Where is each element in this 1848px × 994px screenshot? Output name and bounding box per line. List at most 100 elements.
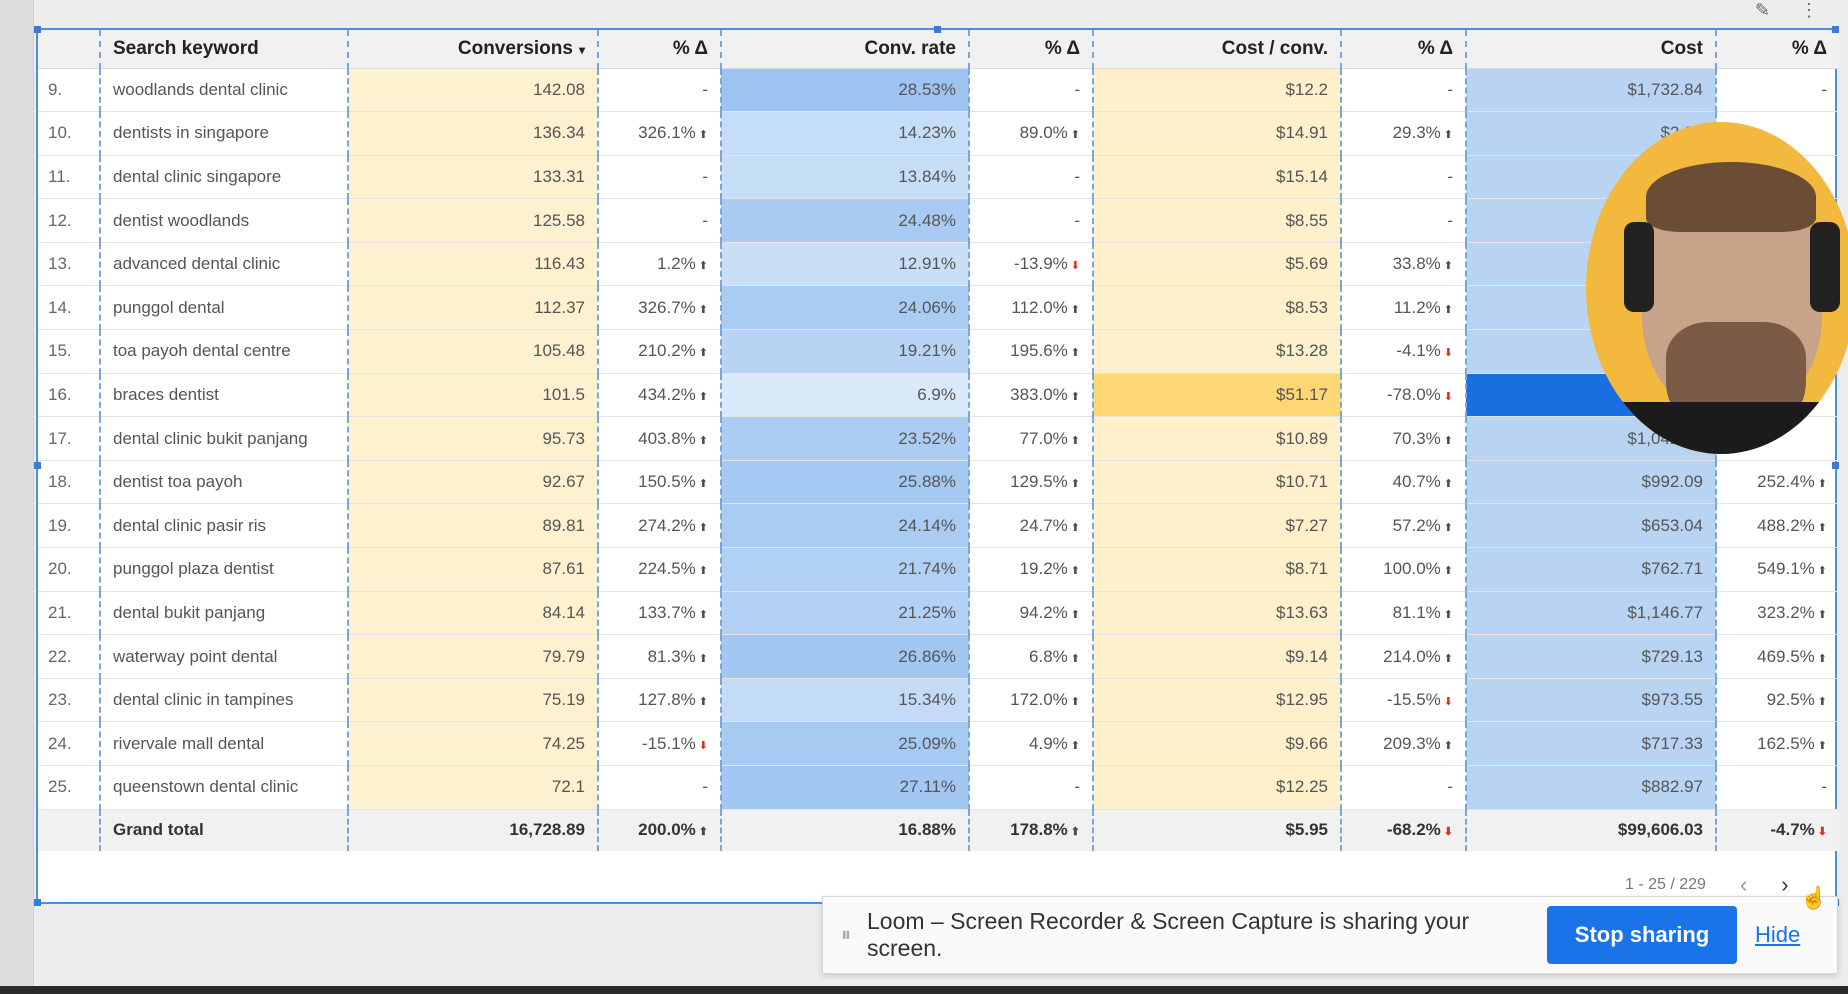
row-cost-value: $653.04 bbox=[1641, 515, 1703, 535]
table-row[interactable]: 14. punggol dental 112.37 326.7% ⬆ 24.06% 112.… bbox=[38, 285, 1839, 331]
row-conv-delta: 1.2% ⬆ bbox=[598, 242, 722, 287]
chevron-right-icon[interactable]: › bbox=[1781, 872, 1789, 897]
row-cost-conv-value: $8.55 bbox=[1285, 210, 1328, 230]
row-conv-rate-value: 24.14% bbox=[898, 515, 956, 535]
resize-handle[interactable] bbox=[1832, 26, 1839, 33]
row-conversions: 87.61 bbox=[348, 547, 599, 592]
row-index-value: 22. bbox=[48, 646, 72, 666]
table-row[interactable]: 17. dental clinic bukit panjang 95.73 403.8… bbox=[38, 416, 1839, 461]
table-row[interactable]: 16. braces dentist 101.5 434.2% ⬆ 6.9% 383.0% ⬆… bbox=[38, 373, 1839, 418]
table-row[interactable]: 9. woodlands dental clinic 142.08 - 28.53% - $… bbox=[38, 68, 1839, 113]
row-cost-conv-value: $9.66 bbox=[1285, 733, 1328, 753]
header-cost-conv[interactable]: Cost / conv. bbox=[1093, 30, 1342, 69]
table-row[interactable]: 21. dental bukit panjang 84.14 133.7% ⬆ 21.25… bbox=[38, 591, 1839, 636]
row-conversions-value: 87.61 bbox=[542, 559, 585, 579]
resize-handle[interactable] bbox=[34, 462, 41, 469]
row-cost-conv-delta: 100.0% ⬆ bbox=[1341, 547, 1467, 592]
total-conversions: 16,728.89 bbox=[348, 809, 599, 852]
row-conversions-value: 74.25 bbox=[542, 733, 585, 753]
resize-handle[interactable] bbox=[1832, 462, 1839, 469]
resize-handle[interactable] bbox=[34, 899, 41, 906]
arrow-up-icon: ⬆ bbox=[698, 434, 708, 447]
row-conv-delta-value: -15.1% bbox=[641, 733, 696, 753]
sort-desc-icon[interactable]: ▾ bbox=[578, 42, 585, 57]
row-cost-conv: $10.71 bbox=[1093, 460, 1342, 505]
row-conv-rate-value: 14.23% bbox=[898, 123, 956, 143]
arrow-up-icon: ⬆ bbox=[1443, 260, 1453, 273]
row-conv-delta: 127.8% ⬆ bbox=[598, 678, 722, 723]
arrow-up-icon: ⬆ bbox=[1070, 652, 1080, 665]
resize-handle[interactable] bbox=[934, 26, 941, 33]
row-cost-conv-delta-value: 29.3% bbox=[1392, 123, 1441, 143]
webcam-bubble[interactable] bbox=[1586, 122, 1848, 454]
table-row[interactable]: 10. dentists in singapore 136.34 326.1% ⬆ 14.… bbox=[38, 111, 1839, 156]
row-conv-rate: 27.11% bbox=[721, 765, 970, 810]
row-cost-conv: $8.53 bbox=[1093, 285, 1342, 331]
header-keyword[interactable]: Search keyword bbox=[100, 30, 349, 69]
row-keyword: dental clinic in tampines bbox=[100, 678, 349, 723]
table-row[interactable]: 23. dental clinic in tampines 75.19 127.8% ⬆… bbox=[38, 678, 1839, 723]
table-row[interactable]: 24. rivervale mall dental 74.25 -15.1% ⬇ 25.0… bbox=[38, 721, 1839, 766]
row-index-value: 19. bbox=[48, 515, 72, 535]
row-cost-conv: $9.66 bbox=[1093, 721, 1342, 766]
drag-handle-icon[interactable]: ⏸ bbox=[841, 923, 851, 946]
arrow-up-icon: ⬆ bbox=[1817, 696, 1827, 709]
pencil-icon[interactable]: ✎ bbox=[1754, 0, 1770, 20]
arrow-up-icon: ⬆ bbox=[1070, 826, 1080, 839]
table-panel[interactable]: Search keyword Conversions ▾ % Δ Conv. ra… bbox=[34, 26, 1839, 906]
table-row[interactable]: 12. dentist woodlands 125.58 - 24.48% - $8.55 - bbox=[38, 198, 1839, 243]
arrow-down-icon: ⬇ bbox=[1443, 347, 1453, 360]
row-rate-delta-value: 383.0% bbox=[1010, 384, 1068, 404]
row-conv-rate-value: 28.53% bbox=[898, 79, 956, 99]
row-index: 10. bbox=[38, 111, 101, 156]
row-conversions: 92.67 bbox=[348, 460, 599, 505]
table-row[interactable]: 22. waterway point dental 79.79 81.3% ⬆ 26.86… bbox=[38, 634, 1839, 679]
table-row[interactable]: 19. dental clinic pasir ris 89.81 274.2% ⬆ 24… bbox=[38, 503, 1839, 549]
header-cost-conv-delta[interactable]: % Δ bbox=[1341, 30, 1467, 69]
row-cost-conv-delta: - bbox=[1341, 68, 1467, 113]
table-row[interactable]: 25. queenstown dental clinic 72.1 - 27.11% - $… bbox=[38, 765, 1839, 810]
header-cost[interactable]: Cost bbox=[1466, 30, 1717, 69]
row-cost-delta: - bbox=[1716, 765, 1839, 810]
row-keyword-value: dental clinic bukit panjang bbox=[113, 428, 308, 448]
row-cost-conv: $10.89 bbox=[1093, 416, 1342, 461]
row-conv-delta-value: 127.8% bbox=[638, 690, 696, 710]
hide-link[interactable]: Hide bbox=[1755, 922, 1801, 947]
header-rate-delta[interactable]: % Δ bbox=[969, 30, 1094, 69]
stop-sharing-button[interactable]: Stop sharing bbox=[1547, 906, 1737, 964]
row-cost-conv-delta-value: - bbox=[1447, 210, 1453, 230]
header-cost-delta[interactable]: % Δ bbox=[1716, 30, 1839, 69]
row-rate-delta: 4.9% ⬆ bbox=[969, 721, 1094, 766]
table-row[interactable]: 20. punggol plaza dentist 87.61 224.5% ⬆ 21.7… bbox=[38, 547, 1839, 592]
table-row[interactable]: 18. dentist toa payoh 92.67 150.5% ⬆ 25.88% 12… bbox=[38, 460, 1839, 505]
row-cost: $762.71 bbox=[1466, 547, 1717, 592]
row-conversions: 125.58 bbox=[348, 198, 599, 243]
total-rate-delta-value: 178.8% bbox=[1010, 820, 1068, 840]
row-cost-value: $762.71 bbox=[1641, 559, 1703, 579]
row-cost-value: $973.55 bbox=[1641, 690, 1703, 710]
row-cost-conv: $8.71 bbox=[1093, 547, 1342, 592]
resize-handle[interactable] bbox=[34, 26, 41, 33]
row-index: 20. bbox=[38, 547, 101, 592]
row-rate-delta-value: 89.0% bbox=[1019, 123, 1068, 143]
row-cost-conv-delta-value: 11.2% bbox=[1393, 297, 1441, 317]
row-cost-conv: $15.14 bbox=[1093, 155, 1342, 200]
row-keyword-value: punggol dental bbox=[113, 297, 225, 317]
more-vert-icon[interactable]: ⋮ bbox=[1800, 0, 1818, 20]
header-conv-rate[interactable]: Conv. rate bbox=[721, 30, 970, 69]
total-conv-rate-value: 16.88% bbox=[898, 820, 956, 840]
table-row[interactable]: 13. advanced dental clinic 116.43 1.2% ⬆ 12.9… bbox=[38, 242, 1839, 287]
row-cost-delta-value: 469.5% bbox=[1757, 646, 1815, 666]
row-keyword: queenstown dental clinic bbox=[100, 765, 349, 810]
header-conversions[interactable]: Conversions ▾ bbox=[348, 30, 599, 69]
table-row[interactable]: 15. toa payoh dental centre 105.48 210.2% ⬆ 1… bbox=[38, 329, 1839, 374]
chevron-left-icon[interactable]: ‹ bbox=[1739, 872, 1748, 897]
arrow-up-icon: ⬆ bbox=[698, 303, 708, 316]
row-cost-conv-value: $12.95 bbox=[1276, 690, 1328, 710]
pagination: 1 - 25 / 229 ‹ › bbox=[1625, 870, 1835, 900]
table-row[interactable]: 11. dental clinic singapore 133.31 - 13.84% -… bbox=[38, 155, 1839, 200]
row-cost-conv-value: $5.69 bbox=[1285, 254, 1328, 274]
row-cost-conv-value: $51.17 bbox=[1276, 384, 1328, 404]
row-cost: $882.97 bbox=[1466, 765, 1717, 810]
header-conv-delta[interactable]: % Δ bbox=[598, 30, 722, 69]
